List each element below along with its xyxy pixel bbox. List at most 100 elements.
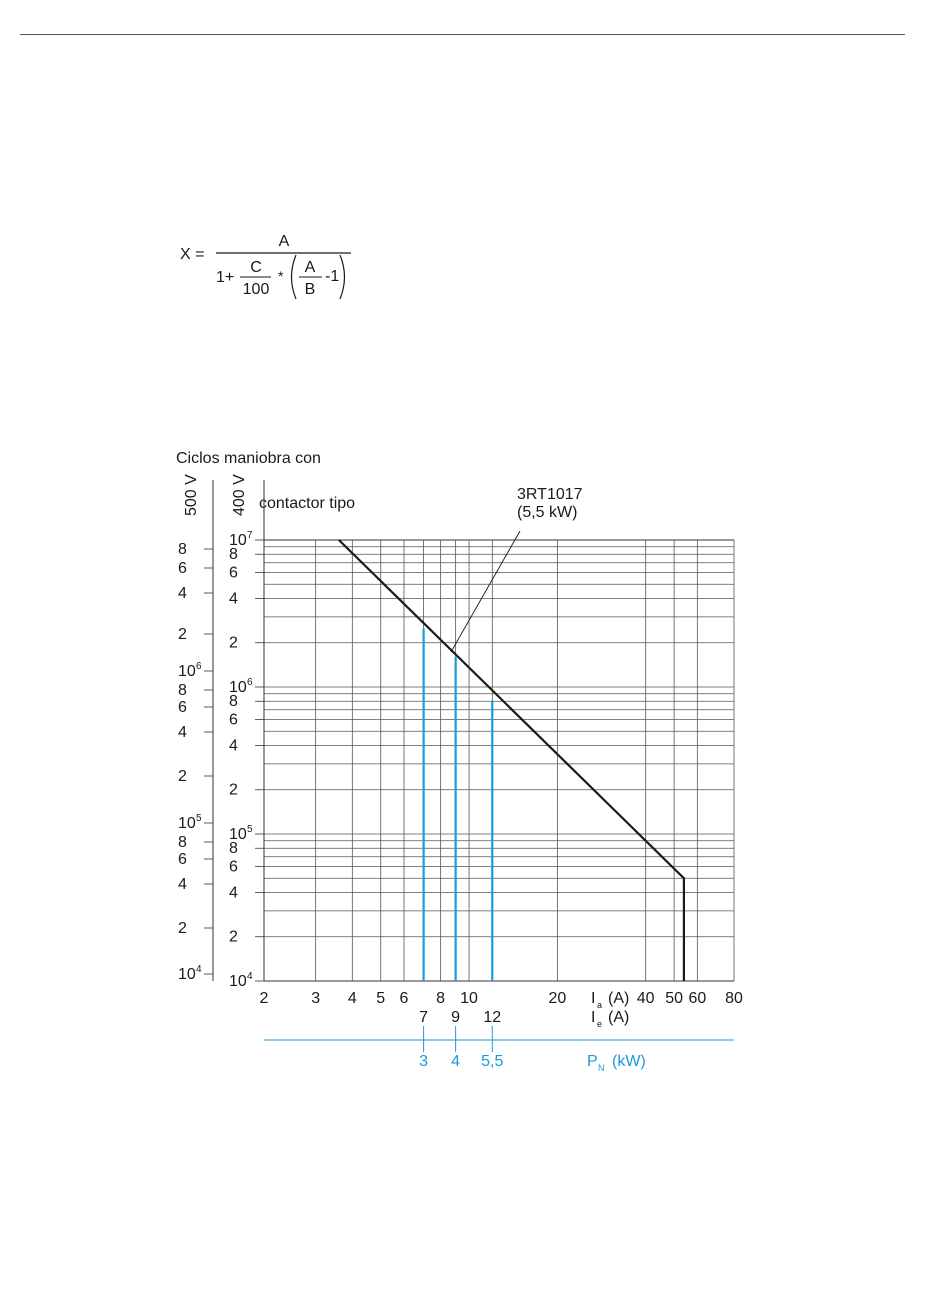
tick-500v-label: 8 [178,541,187,558]
tick-500v-label: 4 [178,876,187,893]
axis-400v-label: 400 V [231,474,248,516]
tick-400v-label: 2 [229,782,238,799]
formula-numerator: A [279,233,290,250]
tick-500v-label: 4 [178,585,187,602]
top-rule [20,34,905,35]
tick-400v-label: 6 [229,565,238,582]
tick-400v-label: 4 [229,737,238,754]
tick-500v: 8 [178,834,213,851]
ia-letter: I [591,990,595,1007]
tick-ia-label: 20 [548,990,566,1007]
formula-lhs: X = [180,246,204,263]
tick-500v: 8 [178,682,213,699]
tick-ia-label: 6 [400,990,409,1007]
tick-ia-label: 50 [665,990,683,1007]
tick-500v-exponent: 4 [196,964,202,975]
tick-500v-label: 2 [178,920,187,937]
tick-500v: 6 [178,560,213,577]
marker-lines [422,628,494,981]
tick-500v: 4 [178,876,213,893]
tick-400v-label: 4 [229,590,238,607]
formula-minus-one: -1 [325,268,339,285]
pn-sub: N [598,1063,605,1073]
tick-400v: 10 7 [229,530,264,549]
pn-letter: P [587,1053,598,1070]
tick-500v-label: 2 [178,768,187,785]
axis-500v-label: 500 V [183,474,200,516]
tick-ie-label: 7 [419,1009,428,1026]
tick-500v-label: 10 [178,663,196,680]
tick-pn-label: 3 [419,1053,428,1070]
tick-400v-label: 10 [229,532,247,549]
tick-400v-label: 4 [229,884,238,901]
tick-400v: 8 [229,840,264,857]
tick-500v-exponent: 5 [196,813,202,824]
tick-500v: 10 4 [178,964,213,983]
tick-500v-label: 10 [178,815,196,832]
formula-left-paren [290,254,297,300]
tick-ia-label: 4 [348,990,357,1007]
model-power-label: (5,5 kW) [517,504,577,521]
formula-a: A [305,259,316,276]
tick-ia-label: 40 [637,990,655,1007]
tick-400v-label: 10 [229,679,247,696]
series [338,539,686,981]
tick-400v-label: 6 [229,712,238,729]
tick-400v: 4 [229,737,264,754]
formula-times: * [278,268,284,284]
tick-500v-label: 10 [178,966,196,983]
x-axis-ia-label: I a (A) [591,990,629,1010]
chart-axes [212,480,734,982]
tick-500v: 6 [178,699,213,716]
tick-500v-exponent: 6 [196,661,202,672]
tick-500v-label: 8 [178,682,187,699]
formula-100: 100 [243,281,270,298]
tick-400v: 4 [229,884,264,901]
tick-400v: 8 [229,693,264,710]
ticks-x: 2 3 4 5 6 8 10 20 40 50 60 80 7 9 12 3 4 5,5 [260,990,743,1070]
model-label: 3RT1017 [517,486,583,503]
tick-400v-exponent: 6 [247,677,253,688]
tick-400v-label: 2 [229,635,238,652]
tick-400v-exponent: 5 [247,824,253,835]
tick-400v: 10 4 [229,971,264,990]
chart-title: Ciclos maniobra con [176,450,321,467]
tick-pn-label: 5,5 [481,1053,503,1070]
tick-400v: 2 [229,929,264,946]
model-leader-line [450,530,521,653]
series-line [338,539,686,981]
tick-400v: 6 [229,859,264,876]
tick-400v-label: 2 [229,929,238,946]
tick-500v-label: 8 [178,834,187,851]
tick-400v: 10 5 [229,824,264,843]
tick-500v: 2 [178,920,213,937]
tick-ia-label: 10 [460,990,478,1007]
pn-unit: (kW) [612,1053,646,1070]
tick-400v: 10 6 [229,677,264,696]
tick-400v-label: 8 [229,546,238,563]
tick-ia-label: 80 [725,990,743,1007]
tick-500v: 2 [178,768,213,785]
tick-400v: 2 [229,782,264,799]
tick-500v: 10 5 [178,813,213,832]
formula-right-paren [339,254,346,300]
tick-400v: 6 [229,712,264,729]
contactor-type-label: contactor tipo [259,495,355,512]
tick-500v: 8 [178,541,213,558]
tick-ie-label: 12 [483,1009,501,1026]
chart-grid [264,539,735,981]
x-axis-ie-label: I e (A) [591,1009,629,1029]
tick-ia-label: 2 [260,990,269,1007]
tick-400v: 8 [229,546,264,563]
tick-ia-label: 5 [376,990,385,1007]
ia-unit: (A) [608,990,629,1007]
tick-500v: 2 [178,626,213,643]
tick-400v-label: 8 [229,693,238,710]
tick-400v-label: 8 [229,840,238,857]
tick-400v-exponent: 4 [247,971,253,982]
tick-500v-label: 6 [178,699,187,716]
tick-500v-label: 6 [178,560,187,577]
x-axis-pn-label: P N (kW) [587,1053,646,1073]
